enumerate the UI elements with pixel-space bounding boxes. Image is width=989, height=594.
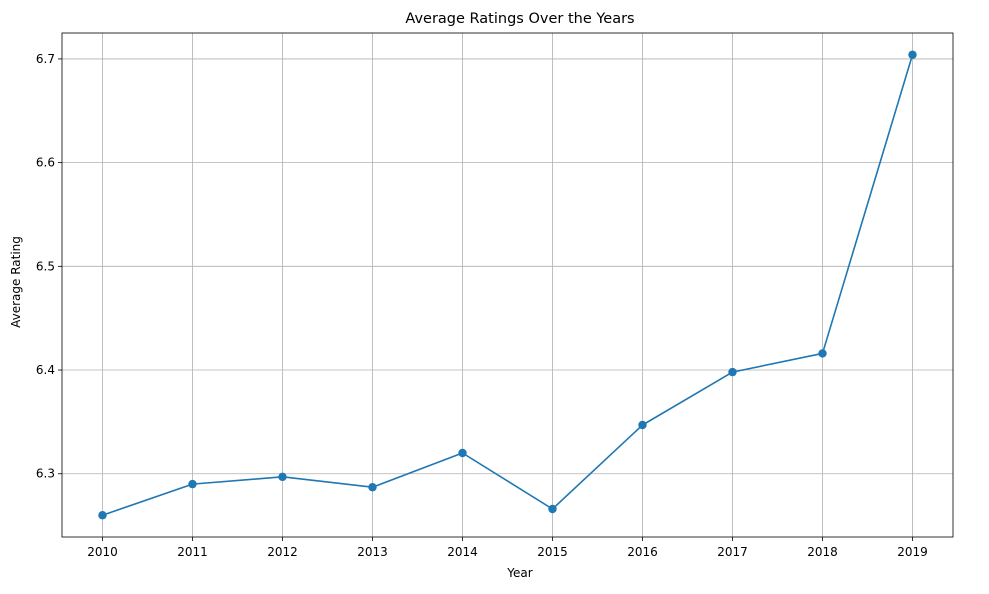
data-point xyxy=(458,448,467,458)
plot-frame xyxy=(61,32,954,538)
data-point xyxy=(278,472,287,482)
data-point xyxy=(98,511,107,520)
y-tick-label: 6.5 xyxy=(36,259,55,273)
data-point xyxy=(638,420,647,430)
data-point xyxy=(818,349,827,358)
x-tick-label: 2012 xyxy=(267,545,298,559)
x-tick-label: 2010 xyxy=(87,545,118,559)
x-tick-label: 2013 xyxy=(357,545,388,559)
x-tick-label: 2014 xyxy=(447,545,478,559)
y-tick-label: 6.4 xyxy=(36,363,55,377)
chart-title: Average Ratings Over the Years xyxy=(405,11,634,27)
x-tick-label: 2016 xyxy=(627,545,658,559)
x-tick-label: 2018 xyxy=(807,545,838,559)
data-point xyxy=(188,479,197,489)
x-axis-label: Year xyxy=(506,566,532,580)
y-axis-label: Average Rating xyxy=(9,236,23,328)
x-tick-label: 2017 xyxy=(717,545,748,559)
y-tick-label: 6.7 xyxy=(36,52,55,66)
series-layer xyxy=(98,50,917,520)
grid xyxy=(62,33,953,537)
x-tick-label: 2011 xyxy=(177,545,208,559)
data-point xyxy=(728,367,737,377)
data-point xyxy=(548,504,557,514)
series-line xyxy=(102,54,914,516)
data-point xyxy=(368,483,377,492)
data-point xyxy=(908,50,917,59)
y-tick-label: 6.3 xyxy=(36,467,55,481)
x-tick-label: 2015 xyxy=(537,545,568,559)
ticks: 2010 2011 2012 2013 2014 2015 2016 2017 2018 2019… xyxy=(36,52,928,559)
x-tick-label: 2019 xyxy=(897,545,928,559)
y-tick-label: 6.6 xyxy=(36,156,55,170)
